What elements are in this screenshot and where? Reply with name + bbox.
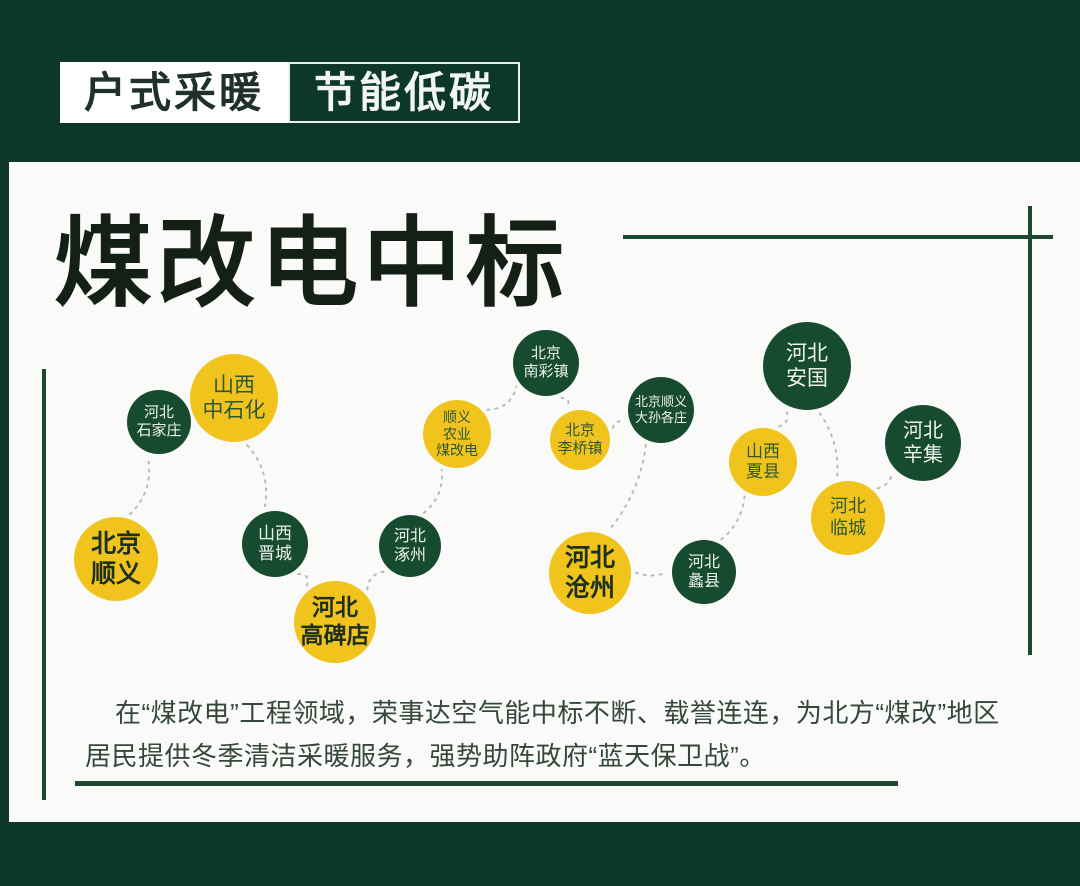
map-node-beijing-nancaizhen: 北京 南彩镇	[513, 330, 579, 396]
map-node-label: 山西 中石化	[202, 373, 266, 422]
map-node-label: 河北 高碑店	[300, 594, 370, 648]
map-node-hebei-shijiazhuang: 河北 石家庄	[127, 390, 191, 454]
description-line-1: 在“煤改电”工程领域，荣事达空气能中标不断、载誉连连，为北方“煤改”地区	[115, 698, 1000, 728]
map-node-hebei-anguo: 河北 安国	[763, 322, 851, 410]
map-node-shanxi-zhongshihua: 山西 中石化	[190, 354, 278, 442]
map-node-beijing-liqiaozhen: 北京 李桥镇	[550, 410, 610, 470]
map-node-label: 河北 临城	[830, 496, 866, 538]
page-title: 煤改电中标	[54, 208, 570, 318]
left-accent-line	[42, 369, 46, 800]
map-node-hebei-lixian: 河北 蠡县	[672, 540, 736, 604]
description-line-2: 居民提供冬季清洁采暖服务，强势助阵政府“蓝天保卫战”。	[85, 741, 766, 771]
map-node-hebei-cangzhou: 河北 沧州	[549, 532, 631, 614]
title-rule-vertical	[1028, 206, 1032, 655]
map-node-hebei-zhuozhou: 河北 涿州	[379, 515, 441, 577]
badge-household-heating: 户式采暖	[60, 62, 289, 123]
map-node-label: 河北 石家庄	[136, 404, 182, 439]
map-node-label: 河北 蠡县	[687, 553, 720, 590]
map-node-label: 北京 李桥镇	[557, 422, 603, 457]
map-node-hebei-gaobeidian: 河北 高碑店	[294, 581, 376, 663]
description-paragraph: 在“煤改电”工程领域，荣事达空气能中标不断、载誉连连，为北方“煤改”地区 居民提…	[85, 692, 1000, 778]
map-node-shanxi-jincheng: 山西 晋城	[242, 511, 308, 577]
map-node-label: 河北 辛集	[903, 420, 943, 466]
map-node-label: 山西 晋城	[258, 523, 292, 563]
map-node-label: 河北 安国	[786, 341, 828, 390]
map-node-label: 顺义 农业 煤改电	[436, 408, 478, 459]
map-node-label: 河北 沧州	[564, 544, 615, 602]
map-node-label: 河北 涿州	[393, 527, 426, 564]
map-node-label: 山西 夏县	[746, 441, 780, 481]
bottom-rule	[75, 781, 898, 786]
map-node-shunyi-nongye-meigaidian: 顺义 农业 煤改电	[423, 400, 491, 468]
content-card	[9, 162, 1080, 822]
title-rule-horizontal	[623, 235, 1053, 239]
map-node-beijing-shunyi-dasungezhuang: 北京顺义 大孙各庄	[628, 377, 694, 443]
map-node-shanxi-xiaxian: 山西 夏县	[729, 428, 797, 496]
map-node-hebei-xinji: 河北 辛集	[885, 405, 961, 481]
badge-energy-saving-low-carbon: 节能低碳	[288, 62, 521, 123]
map-node-label: 北京 南彩镇	[523, 345, 569, 380]
map-node-label: 北京顺义 大孙各庄	[634, 394, 687, 425]
map-node-hebei-lincheng: 河北 临城	[811, 481, 885, 555]
map-node-beijing-shunyi: 北京 顺义	[74, 517, 158, 601]
map-node-label: 北京 顺义	[90, 530, 141, 588]
header-badges: 户式采暖 节能低碳	[60, 62, 521, 123]
